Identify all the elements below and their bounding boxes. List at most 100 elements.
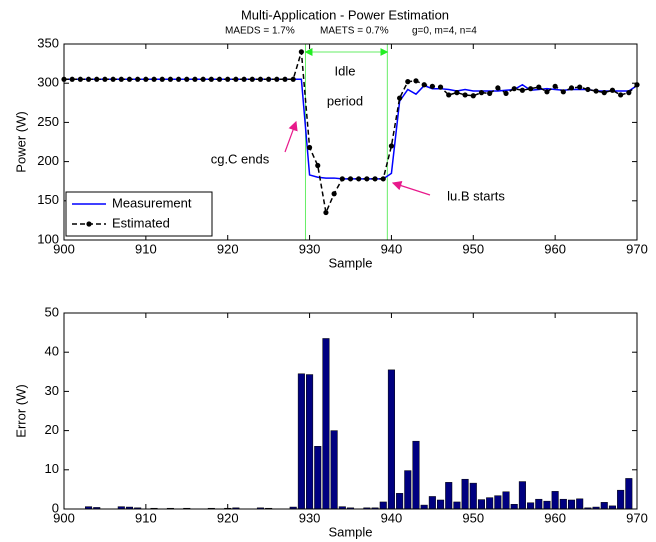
point	[585, 86, 591, 93]
point	[544, 89, 550, 95]
bar	[477, 499, 485, 510]
subtitle: g=0, m=4, n=4	[412, 26, 477, 37]
y-tick-label: 200	[37, 153, 59, 168]
x-tick-label: 900	[53, 510, 75, 525]
plot-area	[64, 313, 637, 509]
x-tick-label: 960	[544, 241, 566, 256]
point	[487, 90, 493, 96]
bar	[469, 482, 477, 510]
legend-box	[65, 191, 213, 237]
point	[69, 76, 75, 82]
y-tick-label: 150	[37, 192, 59, 207]
point	[159, 76, 165, 82]
bar	[617, 489, 625, 510]
annotation: cg.C ends	[211, 151, 270, 166]
point	[233, 76, 239, 82]
point	[208, 76, 214, 82]
point	[364, 176, 370, 182]
point	[413, 78, 419, 84]
chart-title: Multi-Application - Power Estimation	[241, 7, 449, 22]
x-tick-label: 970	[626, 241, 648, 256]
axes-frame	[63, 43, 638, 241]
point	[454, 90, 460, 96]
bar	[625, 478, 633, 510]
point	[167, 76, 174, 82]
point	[290, 76, 296, 82]
point	[626, 90, 632, 96]
legend-label: Measurement	[112, 195, 192, 210]
point	[356, 176, 362, 182]
point	[511, 86, 517, 92]
point	[216, 76, 223, 82]
bar	[576, 498, 584, 510]
point	[315, 162, 321, 169]
bar	[314, 446, 322, 510]
point	[372, 176, 378, 182]
x-axis-label: Sample	[328, 524, 372, 539]
bar	[535, 498, 543, 510]
point	[249, 76, 255, 82]
point	[495, 85, 501, 91]
y-axis-label: Error (W)	[13, 384, 28, 437]
bar	[404, 470, 412, 510]
y-tick-label: 30	[45, 383, 59, 398]
bar	[412, 440, 420, 510]
bar	[518, 481, 526, 510]
point	[421, 82, 427, 88]
y-tick-label: 100	[37, 231, 59, 246]
annotation: lu.B starts	[447, 188, 505, 203]
x-tick-label: 920	[217, 241, 239, 256]
bar	[437, 499, 445, 510]
point	[380, 176, 386, 182]
point	[339, 176, 345, 182]
bar	[396, 493, 404, 510]
point	[478, 90, 485, 96]
y-tick-label: 40	[45, 344, 59, 359]
bar	[461, 478, 469, 510]
point	[192, 76, 198, 82]
point	[347, 176, 354, 182]
point	[306, 144, 313, 151]
point	[176, 76, 182, 82]
bar	[445, 482, 453, 510]
x-tick-label: 940	[381, 510, 403, 525]
x-tick-label: 970	[626, 510, 648, 525]
bar	[494, 495, 502, 510]
annotation-arrow	[284, 120, 298, 153]
annotation-arrow	[391, 181, 431, 196]
annotation: period	[327, 93, 363, 108]
bar	[379, 501, 387, 510]
x-tick-label: 950	[462, 510, 484, 525]
bar	[502, 491, 510, 510]
point	[446, 92, 452, 98]
point	[536, 84, 542, 90]
point	[560, 89, 566, 95]
point	[577, 84, 583, 90]
point	[405, 79, 411, 85]
y-tick-label: 250	[37, 114, 59, 129]
point	[241, 76, 247, 82]
bar	[322, 338, 330, 510]
point	[462, 92, 468, 98]
point	[257, 76, 264, 82]
point	[266, 76, 272, 82]
bar	[551, 491, 559, 510]
legend-label: Estimated	[112, 215, 170, 230]
point	[77, 76, 83, 82]
point	[388, 143, 395, 149]
point	[568, 85, 575, 91]
bar	[543, 500, 551, 510]
point	[397, 95, 403, 101]
point	[470, 93, 476, 99]
subtitle: MAEDS = 1.7%	[225, 26, 295, 37]
point	[151, 76, 157, 82]
y-tick-label: 20	[45, 422, 59, 437]
y-tick-label: 50	[45, 304, 59, 319]
point	[274, 76, 280, 82]
bar	[486, 497, 494, 510]
y-tick-label: 0	[52, 500, 59, 515]
y-tick-label: 350	[37, 35, 59, 50]
subtitle: MAETS = 0.7%	[320, 26, 389, 37]
x-tick-label: 910	[135, 510, 157, 525]
